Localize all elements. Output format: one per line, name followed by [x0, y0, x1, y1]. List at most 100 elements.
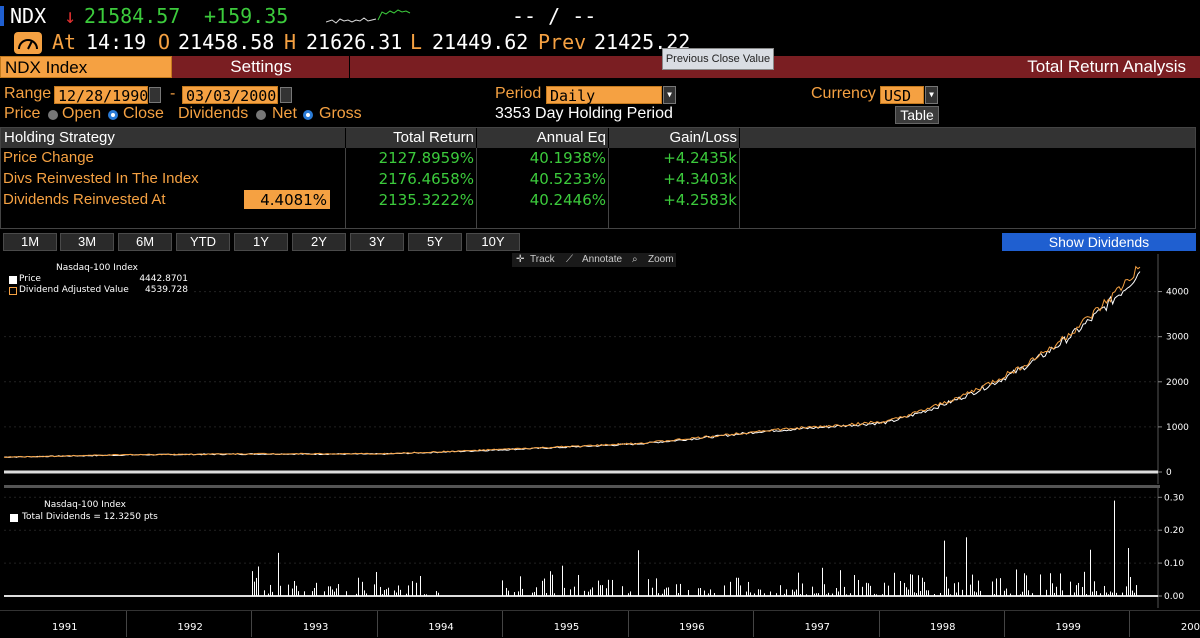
dividend-bar — [546, 593, 547, 596]
dividend-bar — [1112, 592, 1113, 596]
dividend-bar — [1006, 588, 1007, 596]
dividend-bar — [292, 588, 293, 596]
close-radio[interactable] — [108, 110, 118, 120]
ticker[interactable]: NDX — [10, 4, 47, 28]
dividend-bar — [366, 593, 367, 596]
dividend-bar — [854, 574, 855, 596]
dividend-bar — [1074, 592, 1075, 596]
range-1y-button[interactable]: 1Y — [234, 233, 288, 251]
dividend-bar — [1016, 569, 1017, 596]
legend-adj-value: 4539.728 — [145, 285, 188, 295]
open-value: 21458.58 — [178, 30, 275, 54]
dividend-bar — [1050, 573, 1051, 596]
range-10y-button[interactable]: 10Y — [466, 233, 520, 251]
dividend-bar — [916, 593, 917, 596]
range-5y-button[interactable]: 5Y — [408, 233, 462, 251]
dividend-bar — [564, 587, 565, 596]
end-date-field[interactable]: 03/03/2000 — [182, 86, 278, 105]
period-select[interactable]: Daily — [546, 86, 662, 105]
year-separator — [251, 611, 253, 637]
dividend-bar — [786, 589, 787, 596]
net-radio-label[interactable]: Net — [272, 105, 297, 122]
dividend-bar — [946, 576, 947, 596]
dividend-bar — [908, 589, 909, 596]
dividend-bar — [518, 591, 519, 596]
year-separator — [502, 611, 504, 637]
gross-radio[interactable] — [303, 110, 313, 120]
dividend-bar — [806, 594, 807, 596]
range-2y-button[interactable]: 2Y — [292, 233, 346, 251]
sparkline-icon — [326, 9, 411, 24]
speedometer-icon[interactable] — [14, 32, 42, 54]
start-date-field[interactable]: 12/28/1990 — [54, 86, 148, 105]
dividend-bar — [652, 587, 653, 596]
open-radio[interactable] — [48, 110, 58, 120]
dividend-bar — [828, 592, 829, 596]
year-label: 1994 — [428, 622, 454, 633]
calendar-icon[interactable] — [149, 87, 161, 103]
dividend-bar — [956, 592, 957, 596]
dividend-bar — [940, 592, 941, 596]
dividend-bar — [994, 594, 995, 596]
range-3m-button[interactable]: 3M — [60, 233, 114, 251]
range-1m-button[interactable]: 1M — [3, 233, 57, 251]
y-tick-label: 4000 — [1166, 288, 1189, 298]
year-label: 1992 — [177, 622, 203, 633]
dividend-bar — [268, 593, 269, 596]
range-3y-button[interactable]: 3Y — [350, 233, 404, 251]
gross-radio-label[interactable]: Gross — [319, 105, 362, 122]
calendar-icon[interactable] — [280, 87, 292, 103]
chevron-down-icon[interactable]: ▼ — [663, 86, 676, 104]
pane-divider[interactable] — [4, 485, 1160, 488]
dividend-bar — [554, 593, 555, 596]
currency-select[interactable]: USD — [880, 86, 924, 105]
price-chart[interactable]: 0 1000 2000 3000 4000 — [0, 254, 1200, 484]
show-dividends-button[interactable]: Show Dividends — [1002, 233, 1196, 251]
dividend-bar — [944, 540, 945, 596]
dividend-bar — [800, 594, 801, 596]
dividend-bar — [1100, 593, 1101, 596]
dividend-bar — [770, 591, 771, 596]
annotate-tool[interactable]: Annotate — [582, 254, 623, 265]
range-6m-button[interactable]: 6M — [118, 233, 172, 251]
dividend-bar — [1024, 573, 1025, 596]
dividend-bar — [1056, 586, 1057, 596]
pencil-icon: ⟋ — [566, 254, 573, 265]
dividend-bar — [750, 592, 751, 596]
dividend-bar — [336, 588, 337, 596]
reinvest-rate-field[interactable]: 4.4081% — [244, 190, 330, 209]
dividend-bar — [754, 593, 755, 596]
dividend-bar — [708, 593, 709, 596]
table-button[interactable]: Table — [895, 106, 939, 124]
dividend-bar — [1136, 585, 1137, 596]
total-return: 2135.3222% — [378, 191, 474, 209]
security-field[interactable]: NDX Index — [0, 56, 172, 78]
year-label: 1991 — [52, 622, 78, 633]
dividend-bar — [408, 585, 409, 596]
dividend-bar — [822, 567, 823, 596]
dividend-bar — [858, 579, 859, 596]
dividend-bar — [622, 586, 623, 596]
net-change: +159.35 — [204, 4, 289, 28]
dividend-chart[interactable]: 0.00 0.10 0.20 0.30 — [0, 488, 1200, 608]
dividend-bar — [958, 582, 959, 596]
dividend-bar — [1000, 578, 1001, 596]
dividend-bar — [730, 581, 731, 596]
dividend-bar — [1116, 592, 1117, 596]
dividend-bar — [882, 594, 883, 596]
track-tool[interactable]: Track — [530, 254, 555, 265]
dividend-bar — [380, 586, 381, 596]
dividend-bar — [272, 591, 273, 596]
dividend-bar — [312, 591, 313, 596]
close-radio-label[interactable]: Close — [123, 105, 164, 122]
settings-tab[interactable]: Settings — [230, 57, 292, 76]
zoom-tool[interactable]: Zoom — [648, 254, 674, 265]
chevron-down-icon[interactable]: ▼ — [925, 86, 938, 104]
dividend-bar — [1082, 586, 1083, 596]
open-radio-label[interactable]: Open — [62, 105, 102, 122]
dividend-bar — [600, 585, 601, 596]
dividend-bar — [608, 579, 609, 596]
range-ytd-button[interactable]: YTD — [176, 233, 230, 251]
dividend-bar — [866, 582, 867, 596]
net-radio[interactable] — [256, 110, 266, 120]
